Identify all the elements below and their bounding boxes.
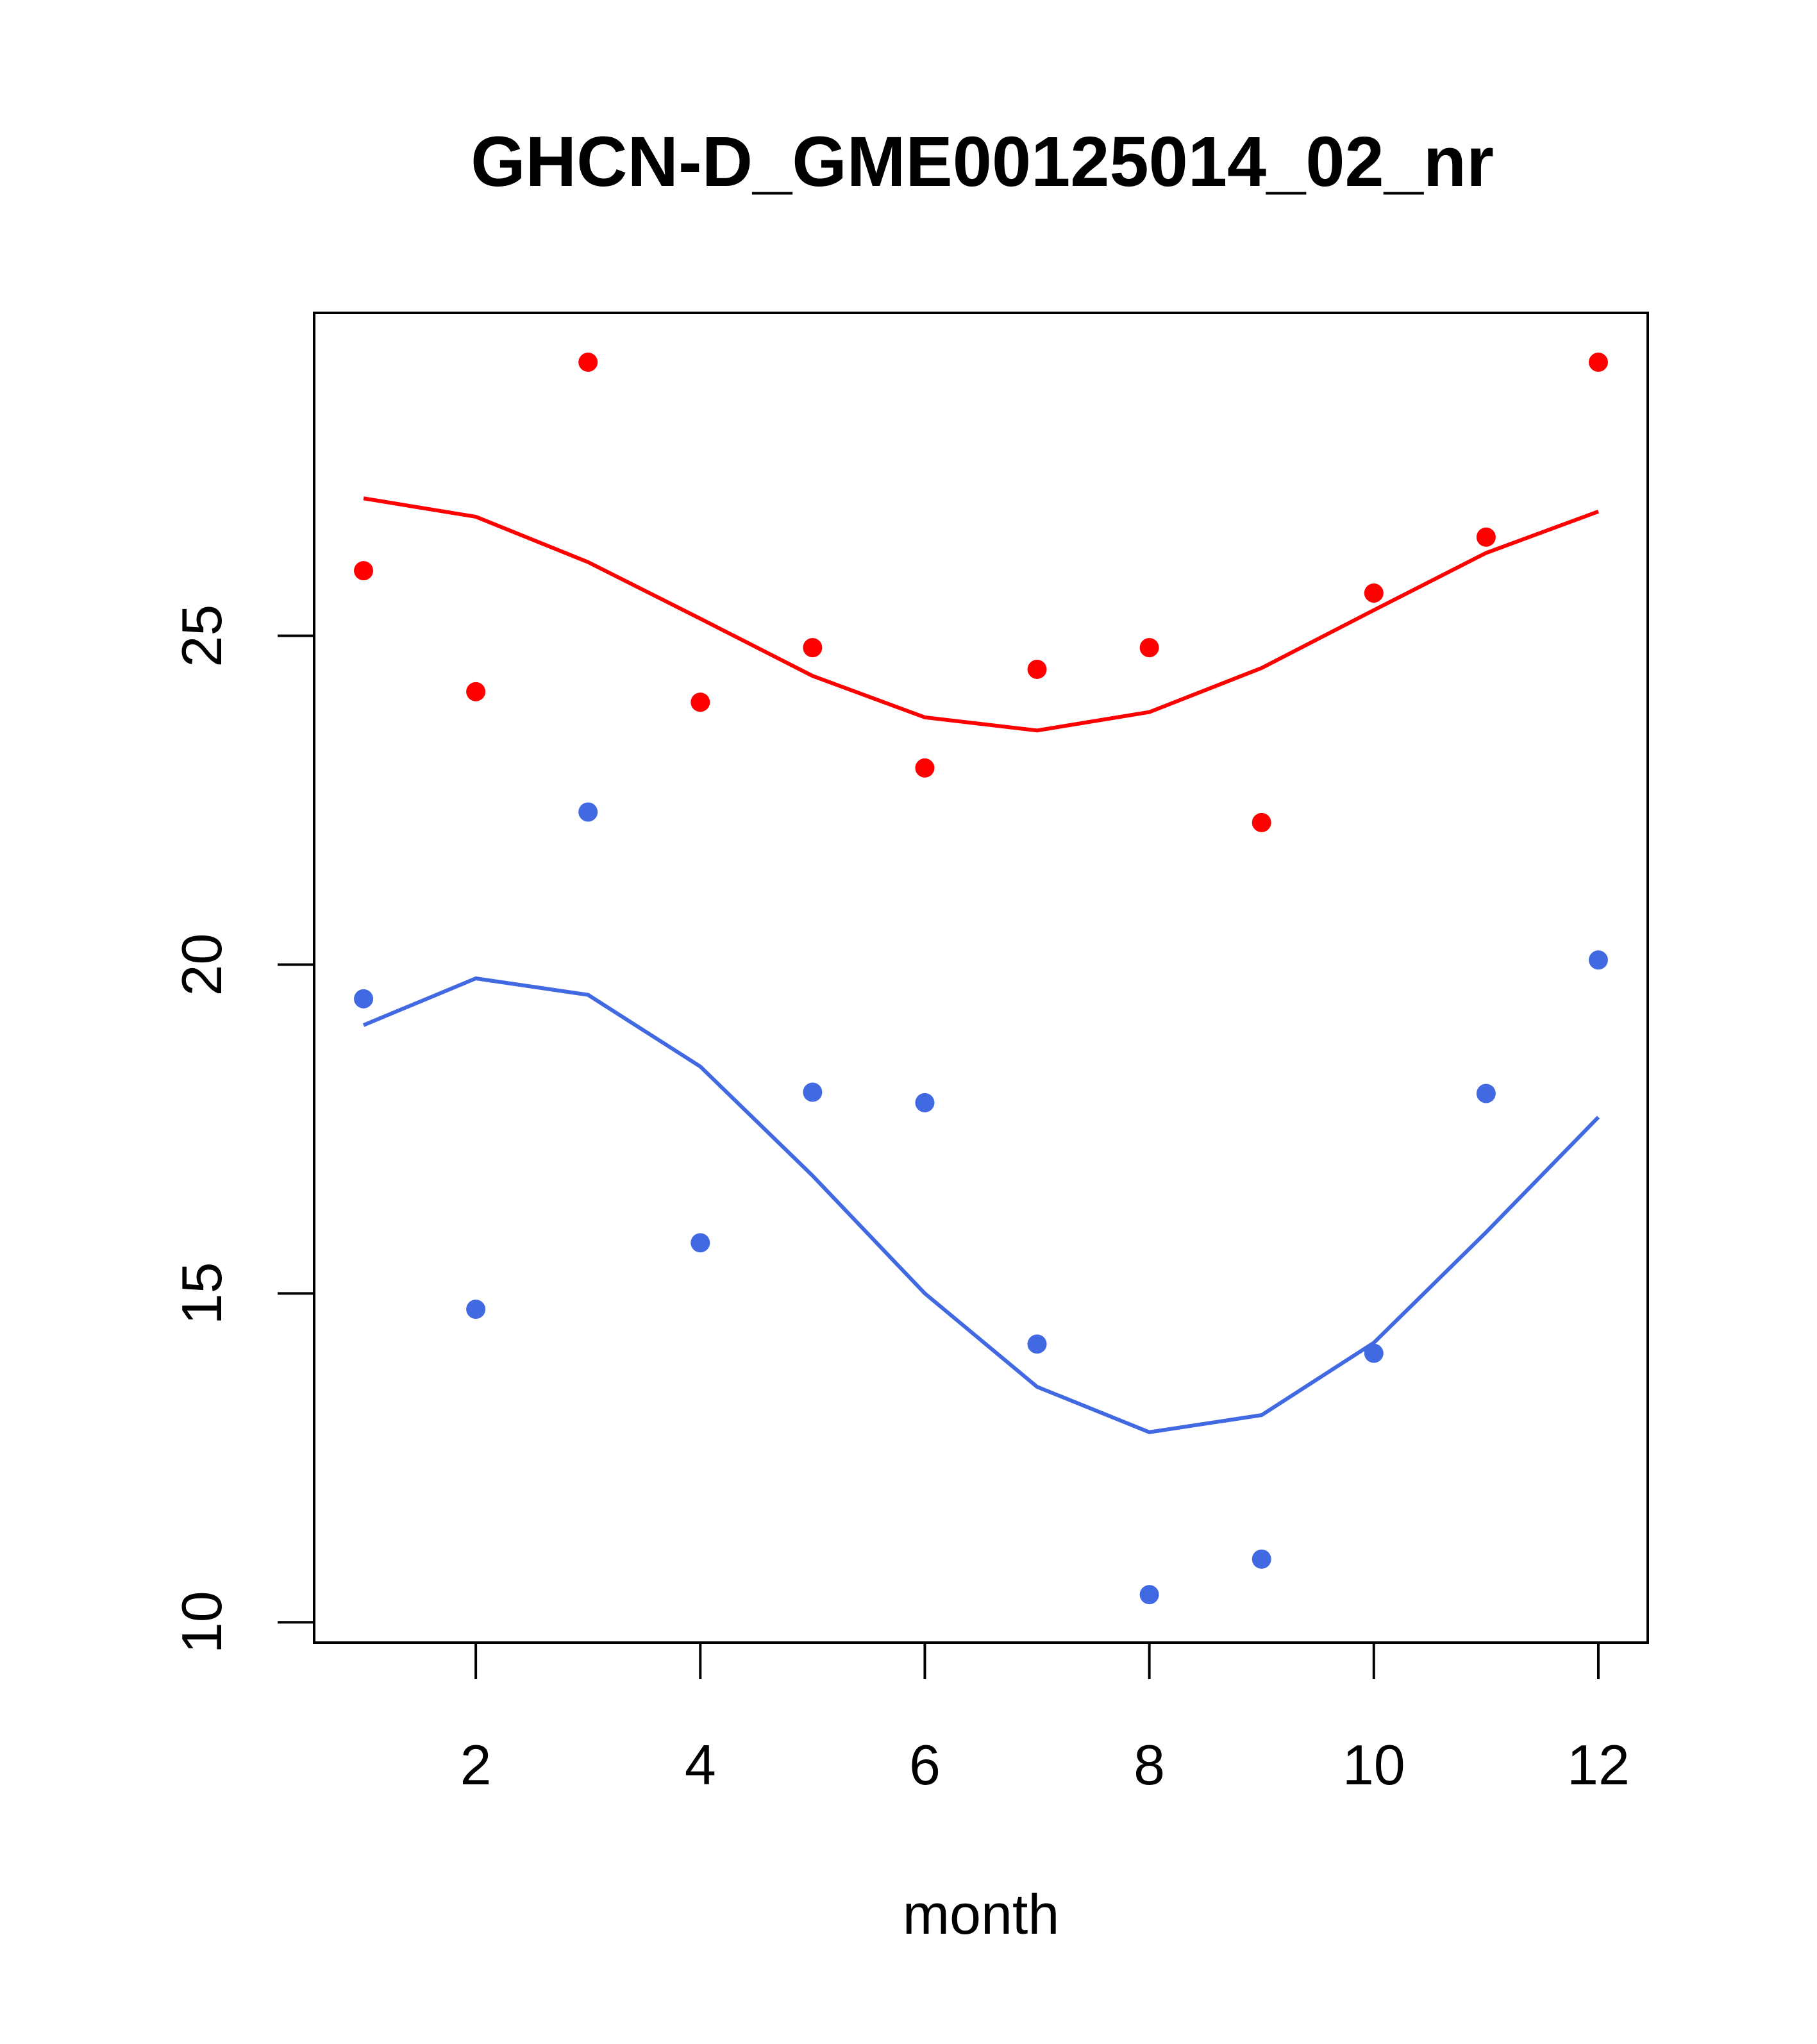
max-points-point <box>1139 638 1159 658</box>
x-axis-label: month <box>903 1882 1060 1946</box>
max-points-point <box>915 758 935 778</box>
max-points-point <box>1476 527 1496 547</box>
min-points-point <box>354 989 374 1009</box>
plot-marks <box>354 352 1608 1605</box>
min-points-point <box>466 1299 486 1319</box>
y-tick-label: 25 <box>170 605 233 667</box>
min-points-point <box>1588 950 1608 970</box>
x-tick-label: 6 <box>909 1733 941 1797</box>
min-smooth-line <box>362 976 1600 1434</box>
max-points-point <box>1588 352 1608 372</box>
chart-title: GHCN-D_GME00125014_02_nr <box>471 122 1494 201</box>
min-points-point <box>578 802 598 822</box>
max-points-point <box>354 561 374 581</box>
plot-frame <box>313 312 1649 1644</box>
y-tick-label: 15 <box>170 1262 233 1325</box>
max-points-point <box>803 638 823 658</box>
max-points-point <box>1027 659 1047 679</box>
min-points-point <box>915 1093 935 1112</box>
max-points-point <box>466 682 486 701</box>
y-tick-label: 10 <box>170 1591 233 1654</box>
max-smooth-line <box>363 496 1600 733</box>
min-points-point <box>1252 1549 1271 1569</box>
max-points-point <box>1364 583 1384 603</box>
x-axis: 2 4 6 8 10 12 <box>460 1643 1630 1797</box>
min-points-point <box>1476 1084 1496 1103</box>
y-axis: 10 15 20 25 <box>170 605 314 1654</box>
min-points-point <box>1027 1334 1047 1354</box>
max-points-point <box>578 352 598 372</box>
x-tick-label: 2 <box>460 1733 492 1797</box>
y-tick-label: 20 <box>170 934 233 996</box>
min-points-point <box>691 1233 710 1253</box>
x-tick-label: 12 <box>1567 1733 1630 1797</box>
min-points-point <box>1364 1343 1384 1363</box>
min-points-point <box>1139 1585 1159 1605</box>
x-tick-label: 4 <box>685 1733 716 1797</box>
max-points-point <box>691 692 710 712</box>
x-tick-label: 8 <box>1134 1733 1165 1797</box>
min-points-point <box>803 1082 823 1102</box>
x-tick-label: 10 <box>1343 1733 1405 1797</box>
max-points-point <box>1252 812 1271 832</box>
